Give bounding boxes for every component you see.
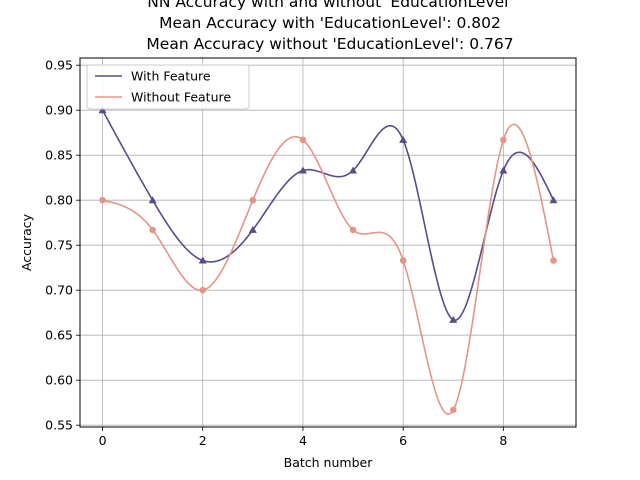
y-tick-label: 0.95 [45, 58, 73, 73]
x-tick-label: 0 [99, 433, 107, 448]
legend-label: With Feature [131, 69, 211, 84]
legend-box [86, 64, 250, 110]
x-tick-label: 4 [299, 433, 307, 448]
data-point-circle [550, 257, 557, 264]
plot-frame [79, 57, 577, 428]
series-layer [98, 106, 558, 416]
data-point-triangle [399, 135, 408, 143]
series-without-feature [99, 123, 557, 416]
legend: With Feature Without Feature [86, 64, 250, 110]
data-point-circle [249, 196, 257, 204]
y-tick-label: 0.70 [45, 283, 73, 298]
y-tick-label: 0.90 [45, 103, 73, 118]
x-tick-label: 8 [499, 433, 507, 448]
data-point-circle [500, 136, 507, 144]
data-point-circle [449, 406, 457, 414]
grid [80, 58, 576, 427]
data-point-triangle [449, 315, 458, 323]
y-axis-label: Accuracy [19, 213, 34, 271]
series-line [102, 123, 555, 416]
x-axis-label: Batch number [284, 455, 374, 470]
data-point-triangle [98, 106, 107, 114]
y-tick-label: 0.60 [45, 373, 73, 388]
axis-ticks: 0 2 4 6 8 0.55 0.60 0.65 0.70 0.75 0.80 0.85 0.90 0.9… [45, 58, 507, 448]
chart-title: NN Accuracy with and without 'EducationL… [146, 0, 513, 53]
y-tick-label: 0.85 [45, 148, 73, 163]
series-with-feature [98, 106, 558, 323]
y-tick-label: 0.65 [45, 328, 73, 343]
data-point-triangle [298, 166, 307, 174]
data-point-circle [349, 226, 357, 234]
data-point-triangle [248, 225, 257, 233]
data-point-circle [199, 286, 207, 294]
y-tick-label: 0.55 [45, 418, 73, 433]
legend-item: With Feature [95, 69, 211, 84]
y-tick-label: 0.80 [45, 193, 73, 208]
title-line-1: NN Accuracy with and without 'EducationL… [147, 0, 513, 11]
data-point-circle [99, 196, 106, 204]
y-tick-label: 0.75 [45, 238, 73, 253]
data-point-triangle [499, 166, 508, 174]
data-point-circle [149, 226, 156, 234]
x-tick-label: 2 [199, 433, 207, 448]
data-point-circle [399, 257, 407, 264]
legend-item: Without Feature [95, 90, 231, 105]
x-tick-label: 6 [399, 433, 407, 448]
data-point-triangle [549, 196, 558, 204]
data-point-triangle [148, 196, 157, 204]
data-point-triangle [198, 256, 207, 264]
data-point-circle [299, 136, 307, 144]
title-line-3: Mean Accuracy without 'EducationLevel': … [146, 35, 513, 53]
legend-label: Without Feature [131, 90, 231, 105]
title-line-2: Mean Accuracy with 'EducationLevel': 0.8… [159, 14, 501, 32]
data-point-triangle [349, 166, 358, 174]
series-line [101, 109, 555, 322]
